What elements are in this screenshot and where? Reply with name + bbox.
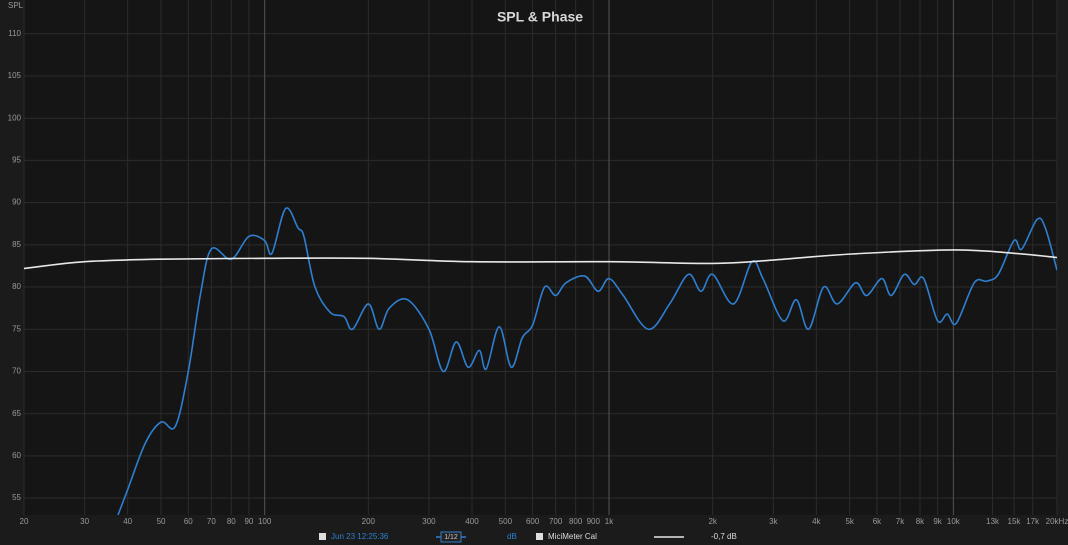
x-tick-label: 9k xyxy=(933,517,942,526)
y-tick-label: 70 xyxy=(12,367,21,376)
x-tick-label: 40 xyxy=(123,517,132,526)
x-tick-label: 5k xyxy=(845,517,854,526)
y-tick-label: 75 xyxy=(12,324,21,333)
offset-label: -0,7 dB xyxy=(711,532,737,541)
smoothing-icon[interactable] xyxy=(440,531,462,543)
unit-label: dB xyxy=(507,532,517,541)
x-tick-label: 6k xyxy=(873,517,882,526)
x-tick-label: 300 xyxy=(422,517,436,526)
x-tick-label: 800 xyxy=(569,517,583,526)
y-tick-label: 55 xyxy=(12,493,21,502)
x-tick-label: 13k xyxy=(986,517,1000,526)
x-tick-label: 500 xyxy=(499,517,513,526)
y-tick-label: 110 xyxy=(8,29,21,38)
y-axis-label: SPL xyxy=(8,1,24,10)
legend: Jun 23 12:25:36 1/12 dB MiciMeter Cal -0… xyxy=(319,531,737,543)
x-tick-label: 50 xyxy=(157,517,166,526)
x-tick-label: 60 xyxy=(184,517,193,526)
x-tick-label: 700 xyxy=(549,517,563,526)
x-tick-label: 20kHz xyxy=(1046,517,1068,526)
chart-title: SPL & Phase xyxy=(497,9,583,25)
x-tick-label: 4k xyxy=(812,517,821,526)
x-tick-label: 90 xyxy=(244,517,253,526)
x-tick-label: 10k xyxy=(947,517,961,526)
y-tick-label: 80 xyxy=(12,282,21,291)
smoothing-label: 1/12 xyxy=(444,534,458,541)
x-tick-label: 15k xyxy=(1008,517,1022,526)
checkbox[interactable] xyxy=(536,533,543,540)
x-tick-label: 600 xyxy=(526,517,540,526)
series-line xyxy=(24,249,1057,270)
x-tick-label: 100 xyxy=(258,517,272,526)
x-tick-label: 70 xyxy=(207,517,216,526)
y-tick-label: 65 xyxy=(12,409,21,418)
x-tick-label: 17k xyxy=(1026,517,1040,526)
x-tick-label: 7k xyxy=(896,517,905,526)
y-tick-label: 85 xyxy=(12,240,21,249)
y-tick-label: 60 xyxy=(12,451,21,460)
x-tick-label: 30 xyxy=(80,517,89,526)
legend-label: Jun 23 12:25:36 xyxy=(331,532,389,541)
x-tick-label: 900 xyxy=(587,517,601,526)
series-line xyxy=(117,207,1057,515)
y-tick-label: 105 xyxy=(8,71,22,80)
x-tick-label: 3k xyxy=(769,517,778,526)
x-tick-label: 80 xyxy=(227,517,236,526)
y-tick-label: 95 xyxy=(12,156,21,165)
x-tick-label: 400 xyxy=(465,517,479,526)
x-tick-label: 200 xyxy=(362,517,376,526)
y-tick-label: 90 xyxy=(12,198,21,207)
x-tick-label: 2k xyxy=(708,517,717,526)
y-tick-label: 100 xyxy=(8,113,22,122)
lines xyxy=(24,207,1057,515)
x-tick-label: 20 xyxy=(20,517,29,526)
grid xyxy=(23,0,1058,515)
x-tick-label: 1k xyxy=(605,517,614,526)
plot-area xyxy=(24,0,1057,515)
checkbox[interactable] xyxy=(319,533,326,540)
x-tick-label: 8k xyxy=(916,517,925,526)
legend-label: MiciMeter Cal xyxy=(548,532,597,541)
